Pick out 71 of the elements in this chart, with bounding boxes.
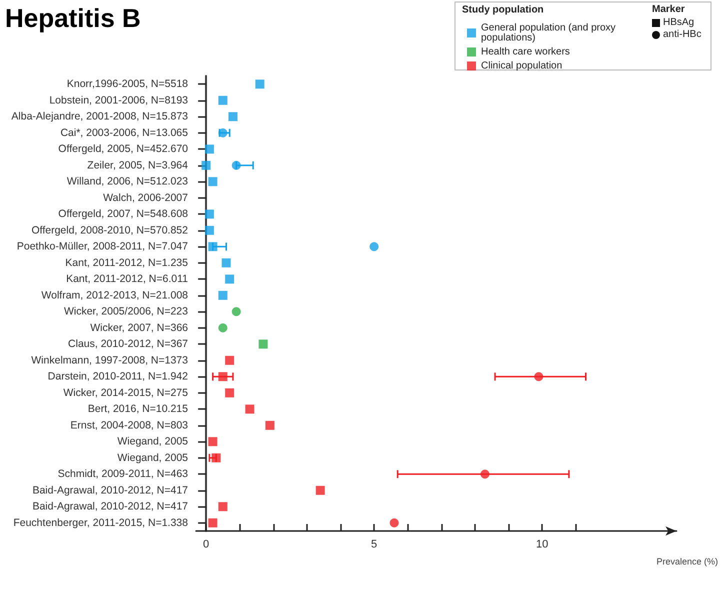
y-tick-label: Kant, 2011-2012, N=1.235 xyxy=(65,256,188,269)
point xyxy=(225,388,234,398)
text: anti-HBc xyxy=(663,29,702,41)
point xyxy=(218,96,228,105)
y-tick-label: Claus, 2010-2012, N=367 xyxy=(68,338,188,350)
point xyxy=(218,128,228,138)
legend-label: Health care workers xyxy=(481,46,570,58)
y-tick-label: Knorr,1996-2005, N=5518 xyxy=(66,78,188,90)
point xyxy=(228,112,238,122)
point xyxy=(480,470,490,479)
point xyxy=(204,210,214,219)
y-tick-label: Wicker, 2007, N=366 xyxy=(90,322,188,334)
y-tick-label: Walch, 2006-2007 xyxy=(103,192,188,204)
point xyxy=(265,420,274,430)
y-tick-label: Schmidt, 2009-2011, N=463 xyxy=(58,468,188,480)
y-tick-label: Wiegand, 2005 xyxy=(117,436,188,448)
point xyxy=(208,518,218,528)
point xyxy=(208,177,218,186)
point xyxy=(225,274,234,284)
y-tick-label: Winkelmann, 1997-2008, N=1373 xyxy=(31,354,188,366)
y-tick-label: Offergeld, 2008-2010, N=570.852 xyxy=(31,224,188,236)
x-axis-title: Prevalence (%) xyxy=(656,556,718,566)
y-tick-label: Bert, 2016, N=10.215 xyxy=(88,403,188,416)
point xyxy=(218,323,228,332)
y-tick-label: Willand, 2006, N=512.023 xyxy=(66,176,188,188)
y-tick-label: Kant, 2011-2012, N=6.011 xyxy=(66,273,188,286)
legend-label: General population (and proxy populations) xyxy=(481,22,618,44)
x-tick-label: 0 xyxy=(203,538,210,550)
chart-title: Hepatitis B xyxy=(5,3,141,33)
y-tick-label: Lobstein, 2001-2006, N=8193 xyxy=(49,94,188,106)
y-tick-label: Alba-Alejandre, 2001-2008, N=15.873 xyxy=(11,110,188,123)
point xyxy=(208,437,218,446)
point xyxy=(232,307,241,316)
point xyxy=(218,372,228,382)
y-tick-label: Cai*, 2003-2006, N=13.065 xyxy=(60,126,188,139)
point xyxy=(225,356,234,365)
y-tick-label: Wicker, 2014-2015, N=275 xyxy=(63,386,188,399)
point xyxy=(212,453,221,462)
point xyxy=(232,160,241,170)
point xyxy=(534,372,544,382)
point xyxy=(218,290,228,300)
text: Marker xyxy=(652,4,686,16)
y-tick-label: Wiegand, 2005 xyxy=(117,452,188,464)
y-tick-label: Zeiler, 2005, N=3.964 xyxy=(87,159,188,172)
point xyxy=(390,518,399,528)
point xyxy=(204,226,214,235)
y-tick-label: Feuchtenberger, 2011-2015, N=1.338 xyxy=(13,516,188,529)
point xyxy=(208,242,218,252)
point xyxy=(218,502,228,512)
point xyxy=(316,486,325,495)
point xyxy=(202,160,211,170)
y-tick-label: Baid-Agrawal, 2010-2012, N=417 xyxy=(32,484,188,496)
legend-title: Study population xyxy=(462,4,544,16)
y-tick-label: Offergeld, 2007, N=548.608 xyxy=(58,208,188,220)
point xyxy=(258,340,268,349)
x-tick-label: 10 xyxy=(536,538,548,550)
y-tick-label: Wicker, 2005/2006, N=223 xyxy=(64,306,188,318)
y-tick-label: Poethko-Müller, 2008-2011, N=7.047 xyxy=(16,240,188,253)
point xyxy=(204,144,214,154)
y-tick-label: Offergeld, 2005, N=452.670 xyxy=(58,143,188,156)
point xyxy=(245,404,254,414)
legend-label: Clinical population xyxy=(481,60,562,72)
point xyxy=(255,80,264,89)
point xyxy=(370,242,379,252)
y-tick-label: Ernst, 2004-2008, N=803 xyxy=(70,419,188,432)
y-tick-label: Baid-Agrawal, 2010-2012, N=417 xyxy=(32,500,188,513)
x-tick-label: 5 xyxy=(371,538,378,550)
text: HBsAg xyxy=(663,17,694,29)
y-tick-label: Darstein, 2010-2011, N=1.942 xyxy=(48,370,188,383)
y-tick-label: Wolfram, 2012-2013, N=21.008 xyxy=(41,289,188,302)
point xyxy=(222,258,231,268)
